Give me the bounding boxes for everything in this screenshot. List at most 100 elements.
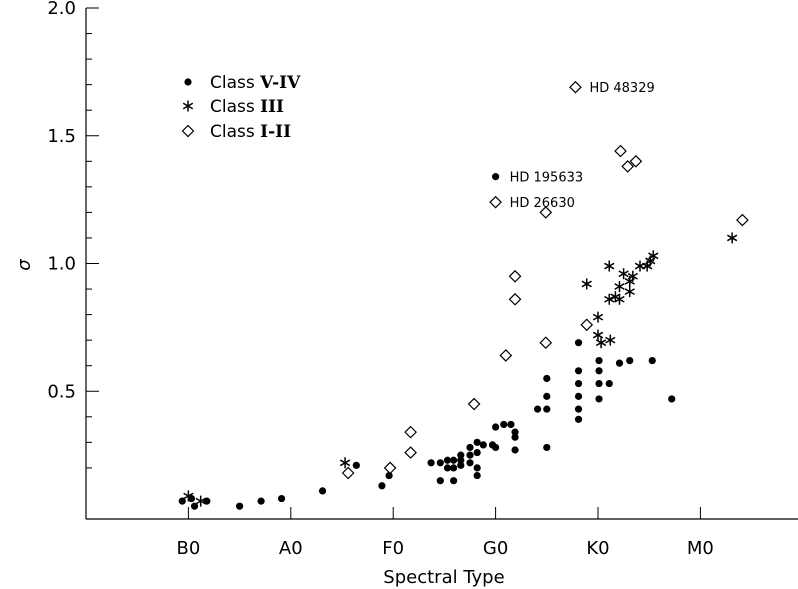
class-v-iv-point [443, 464, 452, 472]
class-v-iv-point [543, 374, 551, 383]
class-i-ii-point [467, 397, 481, 411]
class-v-iv-point [479, 441, 487, 449]
class-i-ii-point [629, 154, 643, 168]
point-annotation: HD 48329 [589, 81, 654, 96]
class-v-iv-point [574, 415, 583, 423]
class-iii-point [614, 280, 625, 292]
annotations: HD 48329 HD 195633 HD 26630 [510, 81, 655, 211]
class-v-iv-point [473, 438, 481, 446]
class-i-ii-point [736, 213, 749, 227]
ticks [86, 7, 701, 519]
class-v-iv-point [450, 477, 458, 485]
class-v-iv-point [450, 456, 458, 464]
class-v-iv-point [385, 471, 393, 480]
class-i-ii-point [621, 160, 635, 173]
class-v-iv-point [492, 443, 500, 452]
class-v-iv-point [466, 459, 474, 467]
point-annotation: HD 195633 [510, 171, 584, 186]
class-v-iv-point [443, 456, 452, 464]
class-i-ii-point [508, 292, 522, 306]
class-v-iv-point [574, 339, 583, 347]
legend-marker [182, 100, 194, 112]
x-axis-title: Spectral Type [383, 567, 504, 588]
class-i-ii-point [580, 318, 594, 332]
class-v-iv-point [511, 428, 519, 436]
class-iii-point [592, 311, 604, 323]
class-v-iv-point [595, 367, 603, 375]
class-iii-point [618, 268, 629, 280]
class-v-iv-point [543, 405, 551, 413]
x-tick-label: B0 [176, 538, 200, 559]
legend-label: Class III [210, 97, 284, 117]
y-axis-title: σ [14, 259, 35, 271]
class-i-ii-point [508, 269, 522, 283]
legend-marker [184, 78, 192, 86]
class-v-iv-point [533, 405, 542, 413]
class-iii-point [634, 260, 646, 272]
class-v-iv-point [277, 494, 286, 503]
class-iii-point [648, 250, 659, 262]
class-i-ii-point [341, 466, 355, 480]
class-v-iv-point [492, 173, 500, 181]
y-tick-label: 1.5 [47, 126, 76, 147]
class-i-ii-point [539, 206, 553, 219]
class-iii-point [627, 270, 638, 282]
class-v-iv-point [595, 379, 603, 388]
x-tick-label: F0 [382, 538, 404, 559]
class-i-ii-point [569, 80, 582, 94]
class-v-iv-point [574, 405, 583, 413]
x-tick-label: M0 [687, 538, 714, 559]
class-iii-point [595, 337, 607, 349]
class-v-iv-point [457, 451, 465, 459]
class-i-ii-point [404, 446, 417, 459]
class-v-iv-point [500, 420, 508, 429]
class-i-ii-point [539, 336, 553, 350]
class-v-iv-point [543, 392, 551, 400]
y-tick-label: 1.0 [47, 254, 76, 275]
class-v-iv-point [511, 446, 519, 454]
class-iii-point [604, 260, 615, 272]
class-v-iv-point [466, 443, 474, 452]
class-v-iv-point [257, 497, 265, 505]
x-tick-label: A0 [279, 538, 303, 559]
class-v-iv-point [318, 487, 327, 495]
tick-labels: 0.5 1.0 1.5 2.0 B0 A0 F0 G0 K0 M0 [47, 0, 714, 559]
class-iii-point [624, 286, 635, 298]
data-marks [178, 80, 749, 510]
legend-label: Class I-II [210, 122, 291, 142]
class-iii-point [726, 232, 738, 244]
class-v-iv-point [236, 502, 244, 510]
class-v-iv-point [436, 459, 444, 467]
class-iii-point [605, 334, 616, 346]
class-v-iv-point [507, 420, 515, 429]
legend: Class V-IV Class III Class I-II [181, 73, 301, 142]
class-v-iv-point [648, 356, 656, 365]
class-i-ii-point [499, 349, 513, 362]
class-v-iv-point [450, 464, 458, 472]
class-v-iv-point [574, 379, 583, 388]
class-v-iv-point [457, 461, 465, 469]
axes [85, 8, 798, 520]
class-v-iv-point [378, 482, 386, 490]
class-v-iv-point [473, 448, 481, 457]
class-v-iv-point [492, 423, 500, 431]
class-v-iv-point [595, 395, 603, 403]
class-i-ii-point [614, 144, 627, 158]
class-iii-point [581, 278, 592, 290]
class-iii-point [592, 329, 604, 341]
class-i-ii-point [383, 461, 397, 475]
series-open-diamond [341, 80, 749, 480]
class-iii-point [604, 293, 615, 305]
x-tick-label: K0 [586, 538, 609, 559]
class-v-iv-point [543, 443, 551, 452]
class-v-iv-point [574, 367, 583, 375]
series-filled-circle [178, 173, 676, 510]
class-v-iv-point [615, 359, 624, 367]
class-v-iv-point [605, 379, 613, 388]
x-tick-label: G0 [483, 538, 508, 559]
y-tick-label: 0.5 [47, 381, 76, 402]
y-tick-label: 2.0 [47, 0, 76, 19]
class-v-iv-point [473, 464, 481, 472]
legend-label: Class V-IV [210, 73, 301, 93]
